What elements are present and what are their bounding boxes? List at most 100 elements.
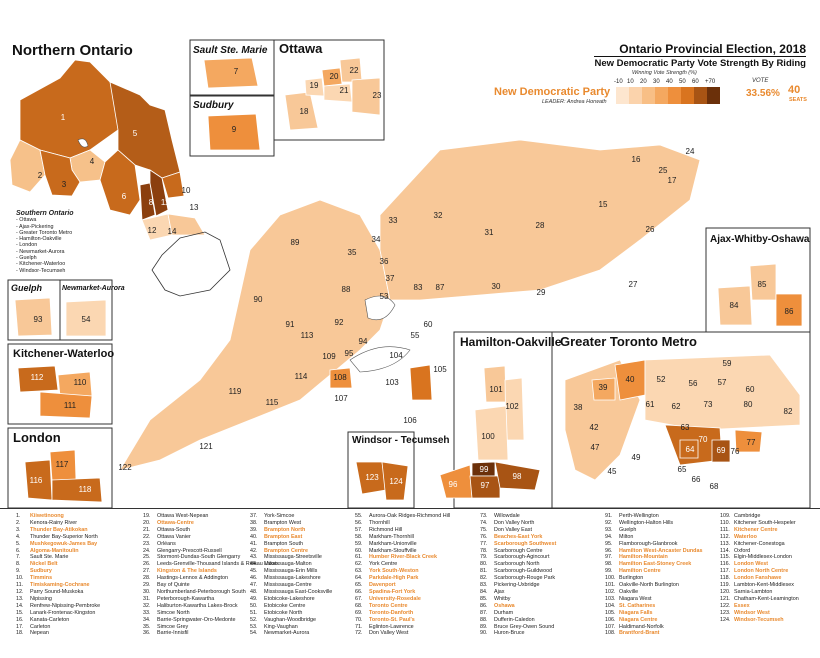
legend-swatch — [655, 87, 668, 104]
riding-number: 40. — [250, 533, 258, 540]
riding-number: 88. — [480, 616, 488, 623]
title-sault: Sault Ste. Marie — [193, 45, 268, 56]
title-hamilton-1: Hamilton-Oakville — [460, 335, 562, 349]
riding-18 — [284, 91, 319, 131]
riding-number: 79. — [480, 554, 488, 561]
label-89: 89 — [291, 238, 300, 247]
riding-number: 97. — [605, 554, 613, 561]
label-76: 76 — [731, 447, 740, 456]
title-guelph: Guelph — [11, 283, 43, 293]
southern-ontario-list: Southern Ontario - Ottawa - Ajax-Pickeri… — [16, 210, 74, 274]
legend-swatch — [642, 87, 655, 104]
riding-9 — [207, 113, 261, 151]
riding-name: Essex — [734, 602, 750, 609]
riding-name: Lanark-Frontenac-Kingston — [30, 609, 96, 616]
riding-number: 67. — [355, 595, 363, 602]
riding-name: Parry Sound-Muskoka — [30, 588, 84, 595]
riding-name: Algoma-Manitoulin — [30, 547, 79, 554]
northern-ontario-map: 1 2 3 4 5 6 8 10 11 12 13 14 Northern On… — [9, 42, 206, 241]
riding-index-row: 88. Dufferin-Caledon — [480, 617, 556, 624]
riding-number: 78. — [480, 547, 488, 554]
riding-name: St. Catharines — [619, 602, 656, 609]
riding-number: 57. — [355, 526, 363, 533]
riding-index-row: 103. Niagara West — [605, 596, 702, 603]
riding-index-row: 59. Markham-Unionville — [355, 541, 450, 548]
riding-index-row: 6. Algoma-Manitoulin — [16, 548, 100, 555]
label-24: 24 — [686, 147, 695, 156]
label-15: 15 — [599, 200, 608, 209]
label-26: 26 — [646, 225, 655, 234]
riding-number: 4. — [16, 533, 21, 540]
riding-name: Nepean — [30, 630, 49, 637]
riding-southwest — [119, 199, 391, 471]
legend-tick: 40 — [666, 79, 673, 85]
riding-index-row: 66. Spadina-Fort York — [355, 589, 450, 596]
riding-name: Scarborough Centre — [494, 547, 543, 554]
riding-number: 108. — [605, 630, 616, 637]
label-85: 85 — [758, 280, 767, 289]
riding-east — [379, 139, 701, 301]
riding-name: Timmins — [30, 575, 53, 582]
riding-index-row: 119. Lambton-Kent-Middlesex — [720, 582, 799, 589]
riding-number: 19. — [143, 513, 151, 519]
riding-name: Niagara Centre — [619, 616, 658, 623]
label-37: 37 — [386, 274, 395, 283]
legend-swatch — [694, 87, 707, 104]
riding-number: 72. — [355, 630, 363, 637]
riding-number: 124. — [720, 616, 731, 623]
legend-leader: LEADER: Andrea Horwath — [542, 99, 607, 105]
riding-index-row: 62. York Centre — [355, 561, 450, 568]
riding-64 — [679, 439, 699, 459]
riding-index-row: 10. Timmins — [16, 575, 100, 582]
inset-box-kitchener — [7, 343, 113, 425]
label-36: 36 — [380, 257, 389, 266]
title-sudbury: Sudbury — [193, 100, 234, 111]
riding-name: Milton — [619, 533, 634, 540]
riding-name: Durham — [494, 609, 514, 616]
legend-tick: -10 — [614, 79, 623, 85]
so-item: - Newmarket-Aurora — [16, 248, 65, 255]
riding-name: Don Valley North — [494, 519, 535, 526]
riding-index-row: 76. Beaches-East York — [480, 534, 556, 541]
riding-number: 22. — [143, 533, 151, 540]
riding-number: 2. — [16, 519, 21, 526]
riding-index-row: 57. Richmond Hill — [355, 527, 450, 534]
label-22: 22 — [350, 66, 359, 75]
label-69: 69 — [717, 446, 726, 455]
label-80: 80 — [744, 400, 753, 409]
riding-number: 58. — [355, 533, 363, 540]
riding-index-row: 120. Sarnia-Lambton — [720, 589, 799, 596]
riding-name: Bay of Quinte — [157, 582, 190, 589]
riding-number: 89. — [480, 623, 488, 630]
riding-index-row: 8. Nickel Belt — [16, 561, 100, 568]
label-108: 108 — [333, 373, 347, 382]
riding-name: Timiskaming-Cochrane — [30, 582, 90, 589]
riding-index-row: 12. Parry Sound-Muskoka — [16, 589, 100, 596]
riding-name: Mississauga-Malton — [264, 561, 312, 568]
riding-index-row: 71. Eglinton-Lawrence — [355, 624, 450, 631]
riding-number: 104. — [605, 602, 616, 609]
label-66: 66 — [692, 475, 701, 484]
label-65: 65 — [678, 465, 687, 474]
riding-number: 63. — [355, 568, 363, 575]
riding-name: King-Vaughan — [264, 623, 298, 630]
legend-tick: 50 — [679, 79, 686, 85]
riding-index-row: 1. Kiiwetinoong — [16, 513, 100, 520]
label-27: 27 — [629, 280, 638, 289]
riding-name: Orléans — [157, 540, 176, 547]
riding-number: 31. — [143, 595, 151, 602]
riding-number: 54. — [250, 630, 258, 637]
riding-11 — [149, 169, 169, 217]
riding-name: Haliburton-Kawartha Lakes-Brock — [157, 602, 238, 609]
riding-name: Oxford — [734, 547, 751, 554]
riding-number: 59. — [355, 540, 363, 547]
riding-name: Barrie-Springwater-Oro-Medonte — [157, 616, 236, 623]
legend-tick: +70 — [705, 79, 716, 85]
southern-ontario-mini-outline — [151, 231, 231, 297]
label-32: 32 — [434, 211, 443, 220]
riding-name: Elgin-Middlesex-London — [734, 554, 792, 561]
riding-number: 55. — [355, 513, 363, 519]
riding-name: Oakville — [619, 588, 639, 595]
riding-index-row: 17. Carleton — [16, 624, 100, 631]
riding-name: Haldimand-Norfolk — [619, 623, 664, 630]
